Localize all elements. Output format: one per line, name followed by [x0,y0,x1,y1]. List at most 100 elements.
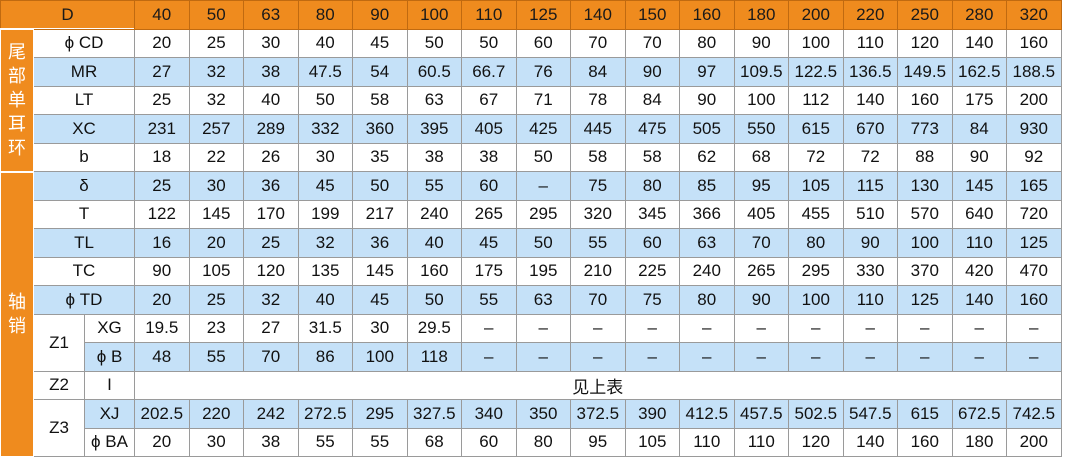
table-cell: 160 [406,256,463,286]
table-row: 轴销 δ 25 30 36 45 50 55 60–75 80 85 95 105 115 130 145 16… [0,170,1062,457]
group-label: Z2 [33,370,85,400]
table-cell: 640 [951,199,1008,229]
table-cell: 60 [624,228,681,258]
table-cell: 115 [842,171,899,201]
table-cell: 25 [188,28,245,58]
row-label: δ [32,171,136,201]
row-label: TC [32,256,136,286]
table-cell: 265 [461,199,517,229]
table-cell: 90 [842,228,899,258]
table-cell: 100 [788,285,844,315]
table-cell: 25 [134,85,190,115]
table-cell: 160 [1006,285,1062,315]
table-cell: 105 [188,256,245,286]
table-cell: 160 [1006,28,1062,58]
table-cell: 50 [515,142,572,172]
header-cell: 63 [243,0,299,30]
table-cell: 210 [570,256,626,286]
table-cell: 26 [243,142,299,172]
table-cell: 110 [679,427,735,457]
table-cell: 265 [733,256,790,286]
row-label: ϕ CD [32,28,136,58]
table-cell: 135 [297,256,354,286]
table-cell: 295 [515,199,572,229]
table-cell: 20 [134,285,190,315]
table-cell: 510 [842,199,899,229]
header-cell: 160 [679,0,735,30]
table-cell: 225 [624,256,681,286]
table-cell: 240 [679,256,735,286]
table-cell: 62 [679,142,735,172]
table-cell: 110 [733,427,790,457]
table-row: Z3 XJ 202.5 220 242 272.5 295 327.5 340 350 372.5 3… [1,399,1062,457]
header-cell: 140 [570,0,626,30]
row-label: ϕ TD [32,285,136,315]
header-label: D [0,0,136,30]
table-cell: – [624,342,681,372]
table-row: 尾部单耳环 ϕ CD 20 25 30 40 45 50 50 60 70 70 80 90 100 110 1… [0,28,1062,172]
table-row: MR 27 32 38 47.5 54 60.5 66.7 76 84 90 97 109.5 122.5… [1,57,1062,87]
table-cell: 672.5 [951,399,1008,429]
header-cell: 125 [515,0,572,30]
table-cell: 70 [624,28,681,58]
table-cell: – [788,313,844,343]
table-cell: 332 [297,114,354,144]
header-cell: 280 [951,0,1008,30]
table-cell: 125 [1006,228,1062,258]
table-cell: 412.5 [679,399,735,429]
table-cell: – [842,313,899,343]
table-cell: 23 [188,313,245,343]
header-cell: 220 [842,0,899,30]
table-cell: 130 [897,171,953,201]
table-cell: 457.5 [733,399,790,429]
table-cell: 742.5 [1006,399,1062,429]
row-label: LT [32,85,136,115]
table-cell: 110 [842,28,899,58]
table-cell: – [461,342,517,372]
table-row: LT 25 32 40 50 58 63 67 71 78 84 90 100 112 140 160 175 2… [1,85,1062,115]
table-cell: 50 [406,28,463,58]
table-cell: 18 [134,142,190,172]
table-cell: 19.5 [134,313,190,343]
header-cell: 100 [406,0,463,30]
header-cell: 110 [461,0,517,30]
table-cell: 80 [679,28,735,58]
table-cell: 47.5 [297,57,354,87]
table-cell: 257 [188,114,245,144]
section-title: 尾部单耳环 [8,42,26,159]
table-cell: 125 [897,285,953,315]
table-cell: – [733,313,790,343]
table-row: XC 231 257 289 332 360 395 405 425 445 475 505 550 61… [1,114,1062,144]
table-cell: 160 [897,427,953,457]
table-cell: 455 [788,199,844,229]
table-cell: 32 [243,285,299,315]
header-row: D 40 50 63 80 90 100 110 125 140 150 160 180 200 220 25… [0,0,1062,30]
table-row: b 18 22 26 30 35 38 38 50 58 58 62 68 72 72 88 90 92 [1,142,1062,172]
table-cell: 105 [624,427,681,457]
table-cell: 180 [951,427,1008,457]
table-cell: – [897,313,953,343]
table-cell: 70 [570,28,626,58]
table-cell: 20 [134,28,190,58]
row-label: b [32,142,136,172]
table-cell: 50 [461,28,517,58]
table-cell: 60.5 [406,57,463,87]
table-cell: 32 [188,85,245,115]
table-cell: 140 [951,285,1008,315]
table-cell: 395 [406,114,463,144]
sub-row-label: ϕ B [83,342,136,372]
table-cell: 110 [951,228,1008,258]
table-cell: 350 [515,399,572,429]
table-cell: 295 [788,256,844,286]
table-row: Z1 XG 19.5 23 27 31.5 30 29.5– – – – – – – – – – – [1,313,1062,372]
table-cell: 88 [897,142,953,172]
table-row: Z2 I 见上表 [1,370,1062,400]
table-row: ϕ B 48 55 70 86 100 118– – – – – – – – – – – [1,342,1062,372]
table-cell: 420 [951,256,1008,286]
table-cell: 200 [1006,427,1062,457]
table-cell: 16 [134,228,190,258]
table-cell: – [842,342,899,372]
table-cell: 60 [461,427,517,457]
table-cell: 670 [842,114,899,144]
